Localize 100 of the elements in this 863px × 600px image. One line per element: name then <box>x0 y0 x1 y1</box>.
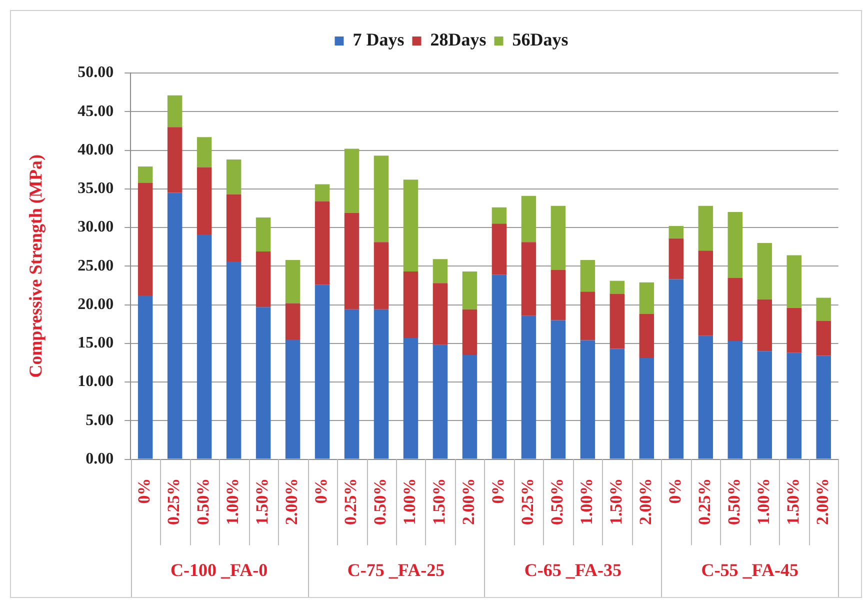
bar <box>492 207 507 224</box>
bar <box>639 282 654 314</box>
bar <box>757 351 772 459</box>
text: C-65 _FA-35 <box>524 560 622 580</box>
x-tick-label: 0% <box>134 478 154 504</box>
bar <box>816 320 831 356</box>
bar <box>138 295 153 459</box>
bar <box>550 206 566 270</box>
bar <box>492 274 507 459</box>
bar <box>196 137 212 168</box>
bar <box>610 294 625 349</box>
bar <box>256 251 271 308</box>
bar <box>256 307 271 459</box>
bar <box>698 336 714 459</box>
x-tick-label: 0.25% <box>164 478 184 525</box>
bar <box>521 242 536 316</box>
bar <box>167 95 182 128</box>
bar <box>256 217 271 252</box>
bar <box>639 358 654 459</box>
legend-label: 7 Days <box>352 30 404 50</box>
bar <box>196 167 212 234</box>
x-tick-label: 0.50% <box>370 478 390 525</box>
bar <box>639 314 654 358</box>
y-tick-label: 20.00 <box>78 296 114 313</box>
bar <box>462 354 478 459</box>
x-tick-label: 1.50% <box>606 478 626 525</box>
bar <box>138 182 153 296</box>
x-tick-label: 0.25% <box>341 478 360 525</box>
bar <box>403 180 418 272</box>
x-tick-label: 0% <box>666 478 685 504</box>
bar <box>226 160 242 194</box>
bar <box>580 260 596 292</box>
bar <box>167 127 182 193</box>
bar <box>374 309 389 459</box>
bar <box>816 298 831 321</box>
y-tick-label: 5.00 <box>86 412 114 429</box>
bar <box>668 279 684 459</box>
bar <box>403 338 418 459</box>
bar <box>786 308 802 353</box>
bar <box>728 341 743 459</box>
y-tick-label: 15.00 <box>78 334 114 352</box>
y-tick-label: 45.00 <box>78 102 114 120</box>
y-tick-label: 25.00 <box>78 257 114 274</box>
text: C-75 _FA-25 <box>347 560 445 580</box>
x-tick-label: 1.00% <box>400 478 420 525</box>
bar <box>786 255 802 308</box>
x-tick-label: 1.00% <box>754 478 774 525</box>
bar <box>226 261 242 459</box>
bar <box>374 156 389 242</box>
bar <box>786 352 802 459</box>
y-tick-label: 50.00 <box>78 64 114 82</box>
x-tick-label: 2.00% <box>812 478 832 525</box>
x-tick-label: 1.50% <box>784 478 802 525</box>
bar <box>285 303 300 340</box>
x-tick-label: 0% <box>312 478 331 504</box>
bar <box>167 192 182 459</box>
bar <box>728 212 743 278</box>
bar <box>728 278 743 342</box>
y-tick-label: 10.00 <box>78 373 114 390</box>
bar <box>462 272 478 310</box>
bar <box>580 292 596 340</box>
x-tick-label: 0% <box>488 478 508 504</box>
y-tick-label: 35.00 <box>78 180 114 198</box>
x-tick-label: 0.50% <box>194 478 213 525</box>
bar <box>757 299 772 352</box>
bar <box>344 309 360 459</box>
bar <box>698 250 714 336</box>
bar <box>314 184 330 202</box>
bar <box>610 280 625 294</box>
y-axis-title: Compressive Strength (MPa) <box>25 154 46 378</box>
legend-label: 56Days <box>512 30 568 50</box>
x-tick-label: 1.50% <box>252 478 272 525</box>
bar <box>816 356 831 459</box>
bar <box>580 340 596 459</box>
bar <box>432 259 448 284</box>
x-tick-label: 2.00% <box>636 478 656 525</box>
y-tick-label: 40.00 <box>78 141 114 158</box>
x-tick-label: 0.25% <box>518 478 538 525</box>
y-tick-label: 0.00 <box>86 450 114 468</box>
bar <box>668 226 684 238</box>
bar <box>550 270 566 320</box>
bar <box>757 242 772 300</box>
bar <box>403 272 418 338</box>
x-tick-label: 0.25% <box>695 478 714 525</box>
bar <box>521 196 536 242</box>
text: C-100 _FA-0 <box>170 560 268 580</box>
bar <box>432 344 448 459</box>
bar <box>285 340 300 459</box>
bar <box>138 166 153 183</box>
text: C-55 _FA-45 <box>701 560 798 580</box>
y-tick-label: 30.00 <box>78 218 114 236</box>
legend-label: 28Days <box>430 30 486 50</box>
bar <box>462 309 478 355</box>
bar <box>314 284 330 459</box>
bar <box>314 201 330 285</box>
bar <box>550 320 566 459</box>
bar <box>610 348 625 459</box>
x-tick-label: 1.50% <box>430 478 449 525</box>
x-tick-label: 0.50% <box>548 478 567 525</box>
bar <box>521 316 536 459</box>
